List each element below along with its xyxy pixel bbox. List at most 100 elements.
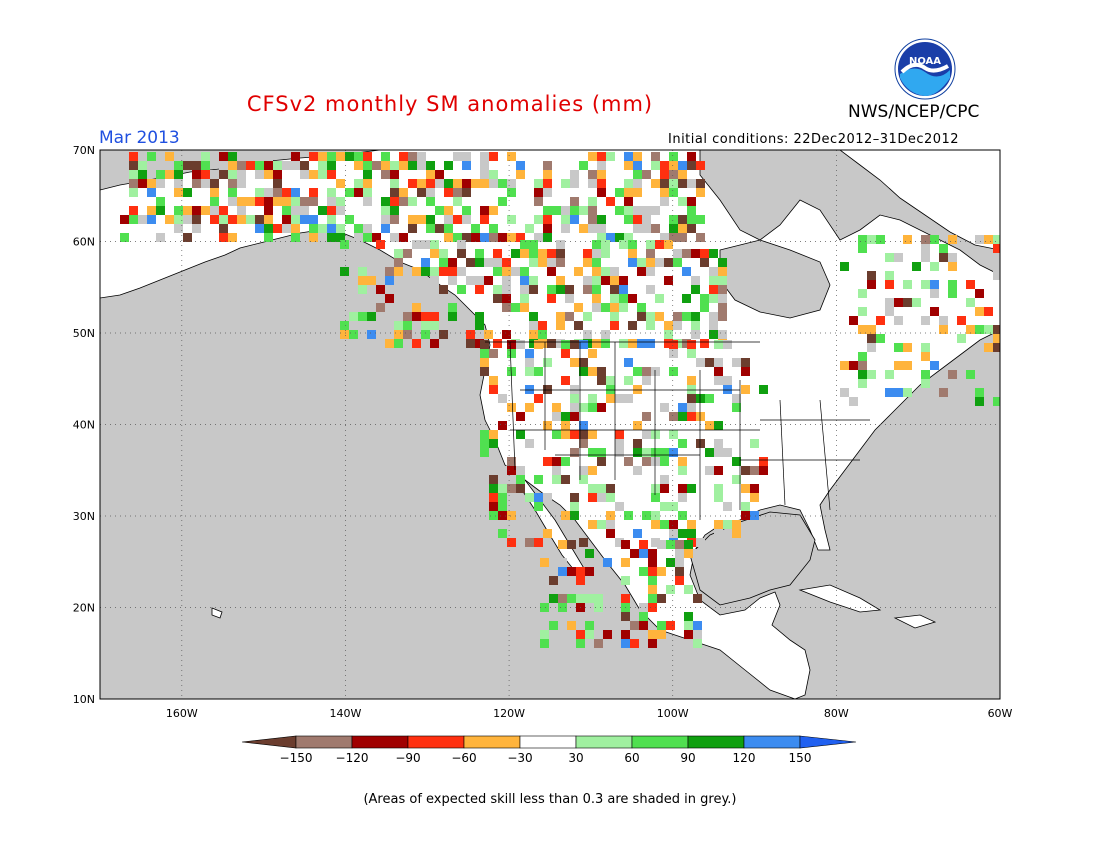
anomaly-cell <box>594 594 603 603</box>
anomaly-cell <box>363 179 372 188</box>
anomaly-cell <box>192 152 201 161</box>
anomaly-cell <box>684 639 693 648</box>
anomaly-cell <box>633 367 642 376</box>
anomaly-cell <box>183 206 192 215</box>
anomaly-cell <box>714 358 723 367</box>
anomaly-cell <box>318 161 327 170</box>
anomaly-cell <box>529 339 538 348</box>
anomaly-cell <box>678 403 687 412</box>
anomaly-cell <box>579 538 588 547</box>
anomaly-cell <box>282 206 291 215</box>
anomaly-cell <box>678 179 687 188</box>
anomaly-cell <box>939 244 948 253</box>
anomaly-cell <box>430 267 439 276</box>
anomaly-cell <box>358 312 367 321</box>
anomaly-cell <box>489 385 498 394</box>
anomaly-cell <box>583 330 592 339</box>
anomaly-cell <box>558 567 567 576</box>
anomaly-cell <box>885 280 894 289</box>
anomaly-cell <box>903 343 912 352</box>
anomaly-cell <box>448 267 457 276</box>
anomaly-cell <box>673 249 682 258</box>
anomaly-cell <box>174 188 183 197</box>
anomaly-cell <box>264 197 273 206</box>
anomaly-cell <box>421 330 430 339</box>
anomaly-cell <box>516 466 525 475</box>
anomaly-cell <box>480 206 489 215</box>
anomaly-cell <box>867 343 876 352</box>
anomaly-cell <box>615 538 624 547</box>
anomaly-cell <box>489 179 498 188</box>
anomaly-cell <box>480 448 489 457</box>
anomaly-cell <box>759 466 768 475</box>
anomaly-cell <box>435 224 444 233</box>
anomaly-cell <box>255 170 264 179</box>
anomaly-cell <box>993 253 1000 262</box>
anomaly-cell <box>615 206 624 215</box>
anomaly-cell <box>520 276 529 285</box>
anomaly-cell <box>516 475 525 484</box>
anomaly-cell <box>966 379 975 388</box>
anomaly-cell <box>567 621 576 630</box>
anomaly-cell <box>363 170 372 179</box>
anomaly-cell <box>516 484 525 493</box>
anomaly-cell <box>534 197 543 206</box>
anomaly-cell <box>693 639 702 648</box>
anomaly-cell <box>637 267 646 276</box>
anomaly-cell <box>637 303 646 312</box>
anomaly-cell <box>381 224 390 233</box>
anomaly-cell <box>228 161 237 170</box>
anomaly-cell <box>480 179 489 188</box>
anomaly-cell <box>210 215 219 224</box>
anomaly-cell <box>421 240 430 249</box>
anomaly-cell <box>684 585 693 594</box>
anomaly-cell <box>966 370 975 379</box>
anomaly-cell <box>174 170 183 179</box>
anomaly-cell <box>336 197 345 206</box>
anomaly-cell <box>630 639 639 648</box>
anomaly-cell <box>462 233 471 242</box>
anomaly-cell <box>264 233 273 242</box>
anomaly-cell <box>543 188 552 197</box>
anomaly-cell <box>570 403 579 412</box>
anomaly-cell <box>693 630 702 639</box>
anomaly-cell <box>705 358 714 367</box>
anomaly-cell <box>534 188 543 197</box>
anomaly-cell <box>363 188 372 197</box>
colorbar-swatch <box>351 735 409 749</box>
anomaly-cell <box>619 240 628 249</box>
colorbar-label: 60 <box>624 751 639 765</box>
anomaly-cell <box>592 285 601 294</box>
anomaly-cell <box>529 249 538 258</box>
anomaly-cell <box>585 594 594 603</box>
anomaly-cell <box>876 316 885 325</box>
anomaly-cell <box>430 321 439 330</box>
anomaly-cell <box>628 258 637 267</box>
anomaly-cell <box>385 276 394 285</box>
anomaly-cell <box>939 253 948 262</box>
anomaly-cell <box>624 376 633 385</box>
lon-label: 80W <box>824 707 849 720</box>
anomaly-cell <box>556 321 565 330</box>
anomaly-cell <box>669 170 678 179</box>
anomaly-cell <box>642 412 651 421</box>
anomaly-cell <box>561 511 570 520</box>
anomaly-cell <box>588 170 597 179</box>
anomaly-cell <box>603 558 612 567</box>
anomaly-cell <box>709 249 718 258</box>
anomaly-cell <box>693 549 702 558</box>
anomaly-cell <box>327 224 336 233</box>
anomaly-cell <box>246 161 255 170</box>
anomaly-cell <box>507 457 516 466</box>
anomaly-cell <box>147 152 156 161</box>
anomaly-cell <box>984 379 993 388</box>
anomaly-cell <box>570 179 579 188</box>
anomaly-cell <box>489 511 498 520</box>
anomaly-cell <box>570 385 579 394</box>
anomaly-cell <box>709 330 718 339</box>
anomaly-cell <box>525 224 534 233</box>
anomaly-cell <box>709 267 718 276</box>
colorbar-label: 90 <box>680 751 695 765</box>
noaa-logo: NOAA <box>894 38 956 100</box>
anomaly-cell <box>709 321 718 330</box>
